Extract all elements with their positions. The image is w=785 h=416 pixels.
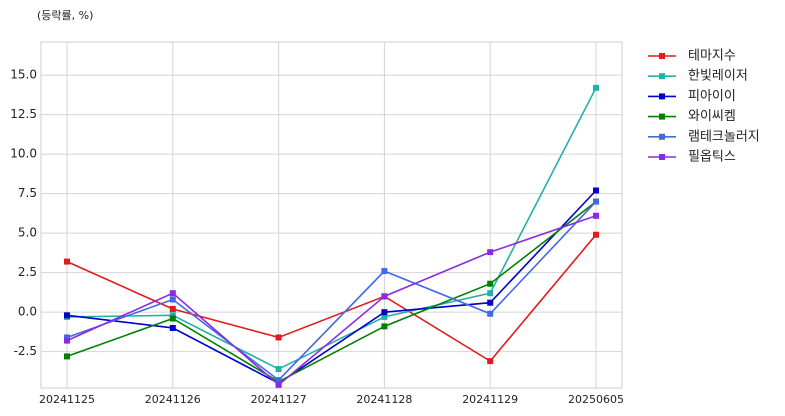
point-marker (593, 212, 599, 219)
point-marker (64, 337, 70, 344)
point-marker (487, 310, 494, 317)
y-tick-label: 0.0 (18, 305, 37, 319)
x-tick-label: 20250605 (568, 393, 624, 406)
point-marker (593, 231, 599, 238)
point-marker (487, 249, 494, 256)
y-tick-label: 2.5 (18, 265, 37, 279)
point-marker (381, 313, 388, 320)
legend-label: 필옵틱스 (688, 150, 736, 165)
legend-marker (659, 53, 665, 59)
point-marker (487, 299, 494, 306)
plot-frame (40, 41, 623, 389)
point-marker (275, 377, 282, 384)
point-marker (487, 280, 494, 287)
series-line (66, 87, 597, 370)
point-marker (169, 312, 176, 319)
series-line (66, 201, 597, 382)
series-line (66, 189, 597, 385)
point-marker (169, 306, 176, 313)
y-tick-label: 15.0 (10, 68, 37, 82)
series-line (66, 200, 597, 383)
y-tick-label: 5.0 (18, 226, 37, 240)
series-line (66, 215, 597, 386)
point-marker (381, 268, 388, 275)
point-marker (169, 296, 176, 303)
x-tick-label: 20241129 (462, 393, 518, 406)
x-tick-label: 20241125 (39, 393, 95, 406)
point-marker (275, 334, 282, 341)
point-marker (381, 323, 388, 330)
y-tick-label: -2.5 (14, 344, 37, 358)
legend-label: 한빛레이저 (688, 69, 748, 84)
x-tick-label: 20241127 (251, 393, 307, 406)
chart-title: (등락률, %) (37, 9, 93, 22)
legend-marker (659, 93, 665, 100)
y-tick-label: 10.0 (10, 147, 37, 161)
point-marker (593, 187, 599, 194)
legend-label: 피아이이 (688, 89, 736, 104)
legend-label: 테마지수 (688, 49, 736, 64)
point-marker (275, 381, 282, 388)
legend-label: 램테크놀러지 (688, 129, 760, 144)
point-marker (275, 366, 282, 373)
point-marker (169, 324, 176, 331)
y-tick-label: 7.5 (18, 186, 37, 200)
y-tick-label: 12.5 (10, 107, 37, 121)
point-marker (487, 358, 494, 365)
point-marker (593, 84, 599, 91)
point-marker (64, 353, 70, 360)
point-marker (381, 309, 388, 316)
point-marker (64, 334, 70, 341)
legend-marker (659, 113, 665, 120)
point-marker (64, 258, 70, 265)
legend-marker (659, 73, 665, 80)
point-marker (169, 315, 176, 322)
point-marker (169, 290, 176, 297)
x-tick-label: 20241128 (356, 393, 412, 406)
point-marker (593, 198, 599, 205)
point-marker (381, 293, 388, 300)
point-marker (487, 290, 494, 297)
legend-marker (659, 133, 665, 140)
x-tick-label: 20241126 (145, 393, 201, 406)
point-marker (64, 312, 70, 319)
legend-marker (659, 154, 665, 160)
legend-label: 와이씨켐 (688, 109, 736, 124)
